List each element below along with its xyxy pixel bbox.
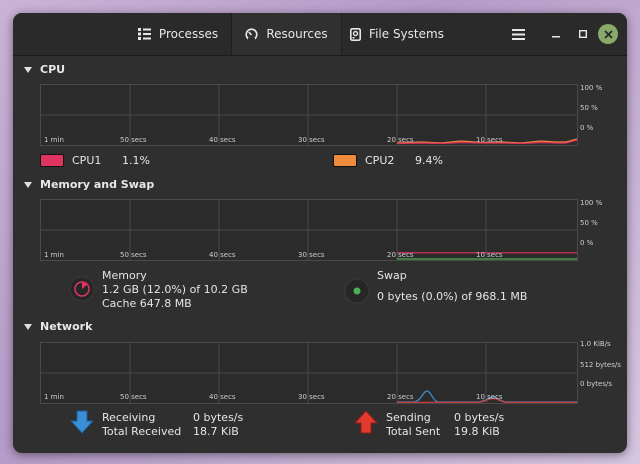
cpu-xtick: 40 secs	[209, 136, 236, 144]
network-xtick: 10 secs	[476, 393, 503, 401]
sending-value: 0 bytes/s	[454, 411, 505, 424]
header-bar: Processes Resources File Systems	[13, 13, 627, 56]
memory-graph	[40, 199, 578, 261]
memory-cache: Cache 647.8 MB	[102, 297, 192, 310]
tab-file-systems[interactable]: File Systems	[340, 13, 454, 55]
cpu-section-title: CPU	[40, 63, 66, 76]
system-monitor-window: Processes Resources File Systems	[13, 13, 627, 453]
total-sent-label: Total Sent	[386, 425, 441, 438]
network-graph-canvas	[41, 343, 577, 403]
close-button[interactable]	[598, 24, 618, 44]
cpu-xtick: 20 secs	[387, 136, 414, 144]
receiving-label: Receiving	[102, 411, 156, 424]
network-xtick: 20 secs	[387, 393, 414, 401]
menu-button[interactable]	[508, 24, 528, 44]
cpu-graph	[40, 84, 578, 146]
cpu1-label: CPU1	[72, 154, 102, 167]
cpu2-color-swatch[interactable]	[333, 154, 357, 167]
memory-xtick: 40 secs	[209, 251, 236, 259]
memory-label: Memory	[102, 269, 147, 282]
tab-file-systems-label: File Systems	[369, 27, 444, 41]
network-xtick: 50 secs	[120, 393, 147, 401]
swap-usage: 0 bytes (0.0%) of 968.1 MB	[377, 290, 528, 303]
memory-xtick: 10 secs	[476, 251, 503, 259]
list-icon	[137, 28, 151, 40]
network-section-header[interactable]: Network	[24, 320, 92, 333]
cpu-xtick: 30 secs	[298, 136, 325, 144]
total-received-value: 18.7 KiB	[193, 425, 239, 438]
send-arrow-icon[interactable]	[353, 409, 379, 435]
cpu2-series-line	[396, 138, 577, 144]
cpu-ytick-50: 50 %	[580, 104, 598, 112]
send-series-line	[397, 397, 577, 403]
menu-icon	[511, 28, 525, 40]
tab-resources-label: Resources	[266, 27, 328, 41]
cpu-ytick-0: 0 %	[580, 124, 594, 132]
cpu1-color-swatch[interactable]	[40, 154, 64, 167]
tab-processes[interactable]: Processes	[125, 13, 231, 55]
maximize-icon	[579, 30, 587, 38]
cpu-graph-canvas	[41, 85, 577, 145]
minimize-icon	[552, 36, 560, 38]
memory-section-header[interactable]: Memory and Swap	[24, 178, 154, 191]
memory-graph-canvas	[41, 200, 577, 260]
cpu-xtick: 50 secs	[120, 136, 147, 144]
expand-triangle-icon	[24, 66, 32, 73]
network-xtick: 40 secs	[209, 393, 236, 401]
gauge-icon	[245, 27, 258, 41]
network-xtick: 30 secs	[298, 393, 325, 401]
network-graph	[40, 342, 578, 404]
memory-section-title: Memory and Swap	[40, 178, 155, 191]
cpu1-series-line	[396, 139, 577, 145]
cpu-ytick-100: 100 %	[580, 84, 603, 92]
memory-ytick-100: 100 %	[580, 199, 603, 207]
memory-xtick: 20 secs	[387, 251, 414, 259]
expand-triangle-icon	[24, 181, 32, 188]
memory-ytick-0: 0 %	[580, 239, 594, 247]
memory-xtick: 50 secs	[120, 251, 147, 259]
network-ytick-mid: 512 bytes/s	[580, 361, 621, 369]
cpu-xtick: 1 min	[44, 136, 64, 144]
receiving-value: 0 bytes/s	[193, 411, 244, 424]
memory-pie-icon[interactable]	[69, 276, 95, 302]
maximize-button[interactable]	[573, 24, 593, 44]
memory-usage: 1.2 GB (12.0%) of 10.2 GB	[102, 283, 248, 296]
swap-label: Swap	[377, 269, 407, 282]
expand-triangle-icon	[24, 323, 32, 330]
memory-xtick: 30 secs	[298, 251, 325, 259]
network-ytick-0: 0 bytes/s	[580, 380, 612, 388]
cpu-xtick: 10 secs	[476, 136, 503, 144]
minimize-button[interactable]	[546, 24, 566, 44]
tab-processes-label: Processes	[158, 27, 219, 41]
tab-resources[interactable]: Resources	[231, 13, 342, 55]
sending-label: Sending	[386, 411, 431, 424]
memory-xtick: 1 min	[44, 251, 64, 259]
network-xtick: 1 min	[44, 393, 64, 401]
close-icon	[603, 29, 613, 39]
cpu-section-header[interactable]: CPU	[24, 63, 65, 76]
total-sent-value: 19.8 KiB	[454, 425, 500, 438]
network-section-title: Network	[40, 320, 93, 333]
disk-icon	[350, 27, 362, 41]
cpu2-value: 9.4%	[415, 154, 443, 167]
total-received-label: Total Received	[102, 425, 182, 438]
cpu1-value: 1.1%	[122, 154, 150, 167]
cpu2-label: CPU2	[365, 154, 395, 167]
memory-ytick-50: 50 %	[580, 219, 598, 227]
receive-arrow-icon[interactable]	[69, 409, 95, 435]
swap-pie-icon[interactable]	[344, 278, 370, 304]
network-ytick-max: 1.0 KiB/s	[580, 340, 611, 348]
